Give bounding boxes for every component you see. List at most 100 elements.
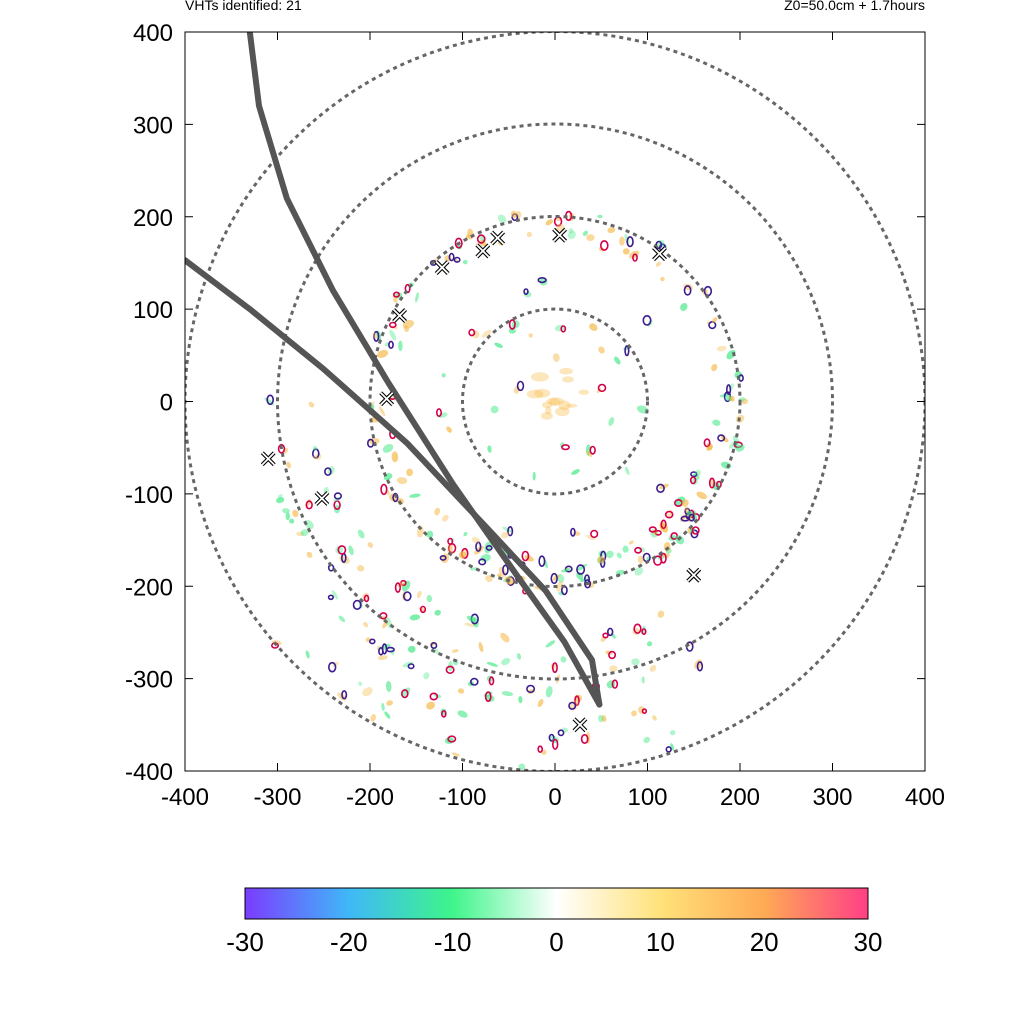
x-tick-label: -200: [346, 784, 394, 811]
vht-contour: [266, 394, 275, 406]
vht-markers: [260, 227, 702, 733]
field-blob: [426, 530, 434, 539]
colorbar-tick-label: -20: [330, 927, 368, 957]
field-blob: [466, 615, 476, 623]
vht-contour: [703, 438, 711, 448]
vht-contour: [402, 591, 412, 602]
vht-contour: [590, 529, 599, 539]
core-blob: [545, 406, 552, 415]
vht-contour: [574, 695, 580, 707]
field-blob: [609, 665, 618, 673]
vht-contour: [550, 572, 558, 585]
field-blob: [289, 518, 295, 524]
vht-contour: [611, 679, 619, 689]
field-blob: [649, 664, 657, 672]
vht-contour: [725, 384, 732, 396]
field-blob: [451, 752, 460, 757]
vht-contour: [378, 646, 384, 656]
vht-contour: [580, 733, 589, 744]
field-blob: [735, 444, 745, 452]
field-blob: [655, 261, 662, 267]
vht-contour: [516, 380, 525, 392]
field-blob: [377, 655, 388, 660]
core-blob: [526, 389, 544, 399]
field-blob: [357, 565, 365, 572]
field-blob: [487, 445, 492, 453]
vht-contour: [341, 690, 348, 700]
track-2: [185, 257, 603, 708]
field-blob: [426, 594, 433, 603]
vht-contour: [407, 663, 415, 670]
vht-contour: [445, 665, 455, 674]
field-blob: [406, 468, 414, 477]
field-blob: [357, 529, 365, 539]
field-blob: [711, 363, 718, 372]
field-blob: [292, 509, 299, 518]
field-blob: [362, 687, 373, 697]
vht-contour: [641, 628, 647, 635]
y-tick-label: 200: [133, 205, 173, 232]
field-blob: [637, 555, 644, 564]
vht-contour: [648, 526, 657, 533]
x-tick-label: 0: [548, 784, 561, 811]
vht-contour: [337, 545, 347, 555]
field-blob: [597, 714, 604, 723]
field-blob: [398, 340, 403, 352]
vht-contour: [626, 236, 634, 248]
vht-contour: [488, 676, 495, 686]
x-tick-label: -100: [438, 784, 486, 811]
field-blob: [485, 575, 493, 583]
field-blob: [576, 563, 588, 571]
field-blob: [363, 621, 369, 628]
vht-contour: [632, 253, 638, 262]
field-blob: [286, 461, 291, 469]
field-blob: [358, 681, 363, 686]
field-blob: [306, 551, 313, 558]
storm-tracks: [185, 32, 603, 708]
field-blob: [304, 520, 314, 530]
vht-contour: [597, 383, 607, 393]
field-blob: [335, 545, 344, 554]
vht-marker: [392, 308, 408, 324]
core-blob: [555, 407, 570, 417]
vht-contour: [538, 555, 546, 568]
field-blob: [275, 497, 285, 504]
vht-contour: [429, 692, 439, 701]
vht-contour: [430, 641, 438, 649]
vht-contour: [689, 476, 697, 485]
field-blob: [308, 401, 315, 408]
field-blob: [490, 405, 499, 414]
field-blob: [605, 550, 614, 559]
core-blob: [558, 400, 571, 411]
vht-contour: [508, 319, 516, 330]
field-blob: [526, 231, 533, 238]
field-blob: [631, 658, 640, 666]
vht-contour: [624, 345, 630, 357]
vht-contour: [656, 483, 665, 493]
y-tick-label: 300: [133, 112, 173, 139]
field-blob: [545, 640, 556, 648]
vht-contour: [568, 701, 577, 710]
field-blob: [277, 494, 283, 500]
vht-contour: [440, 710, 447, 718]
vht-contour: [447, 735, 457, 743]
field-blob: [497, 214, 507, 224]
field-blob: [680, 302, 688, 312]
vht-contour: [633, 623, 642, 634]
colorbar-tick-label: 20: [750, 927, 779, 957]
vht-contour: [561, 444, 570, 451]
vht-contour: [373, 330, 380, 342]
field-blob: [370, 714, 376, 722]
field-blob: [734, 371, 743, 379]
x-tick-label: -400: [161, 784, 209, 811]
ring-300: [276, 122, 834, 681]
vht-contour: [484, 691, 492, 702]
field-blob: [608, 417, 615, 426]
time-height-label: Z0=50.0cm + 1.7hours: [784, 0, 925, 13]
field-blob: [582, 230, 588, 236]
field-blob: [683, 506, 689, 512]
core-blob: [534, 388, 551, 398]
field-blob: [560, 656, 567, 663]
vht-contour: [388, 340, 394, 349]
field-blob: [598, 346, 605, 354]
